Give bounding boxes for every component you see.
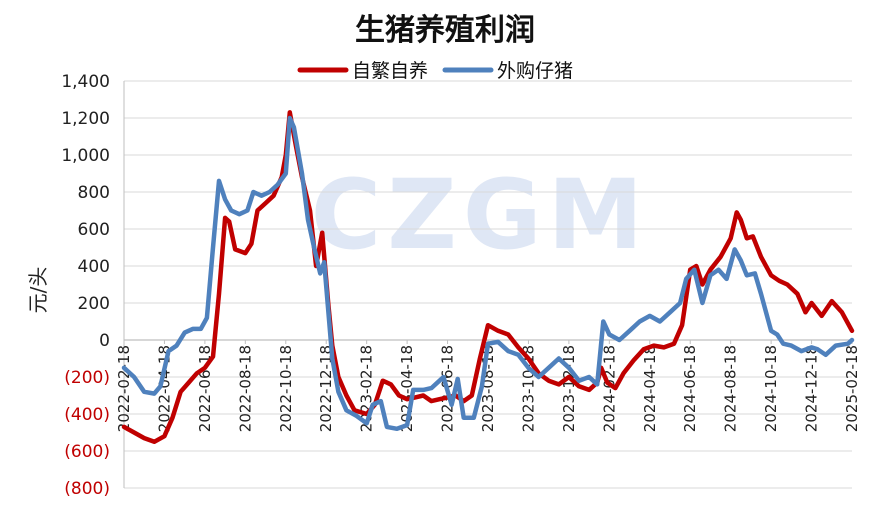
watermark-text: CZGM [311, 159, 649, 271]
y-tick-labels: 1,400 1,200 1,000 800 600 400 200 0 (200) (400) (6… [61, 72, 110, 499]
x-tick-label: 2024-12-18 [803, 345, 821, 432]
legend: 自繁自养 外购仔猪 [297, 60, 573, 82]
y-tick-label: (600) [64, 442, 110, 462]
y-tick-label: 1,000 [61, 146, 110, 166]
x-tick-label: 2022-10-18 [277, 345, 295, 432]
x-tick-label: 2022-08-18 [236, 345, 254, 432]
y-tick-label: 200 [78, 294, 110, 314]
y-tick-label: 1,400 [61, 72, 110, 92]
x-tick-label: 2024-02-18 [600, 345, 618, 432]
x-tick-label: 2023-12-18 [560, 345, 578, 432]
y-tick-label: (800) [64, 479, 110, 499]
y-tick-label: (400) [64, 405, 110, 425]
x-tick-label: 2022-04-18 [155, 345, 173, 432]
gridlines [123, 80, 852, 489]
x-tick-label: 2024-08-18 [722, 345, 740, 432]
x-tick-label: 2022-06-18 [196, 345, 214, 432]
y-tick-label: (200) [64, 368, 110, 388]
legend-label-1: 自繁自养 [352, 60, 428, 82]
x-tick-label: 2024-04-18 [641, 345, 659, 432]
x-tick-label: 2022-02-18 [115, 345, 133, 432]
x-tick-label: 2022-12-18 [317, 345, 335, 432]
legend-label-2: 外购仔猪 [497, 60, 573, 82]
y-tick-label: 600 [78, 220, 110, 240]
x-tick-labels: 2022-02-18 2022-04-18 2022-06-18 2022-08-18… [115, 340, 861, 432]
x-tick-label: 2025-02-18 [843, 345, 861, 432]
y-tick-label: 400 [78, 257, 110, 277]
y-axis-label: 元/头 [26, 267, 50, 314]
x-tick-label: 2024-06-18 [681, 345, 699, 432]
y-tick-label: 0 [99, 331, 110, 351]
y-tick-label: 800 [78, 183, 110, 203]
y-tick-label: 1,200 [61, 109, 110, 129]
x-tick-label: 2024-10-18 [762, 345, 780, 432]
series-line-2 [121, 115, 855, 432]
chart-title: 生猪养殖利润 [355, 13, 535, 48]
series-line-1 [121, 110, 855, 445]
series-lines [121, 110, 855, 445]
